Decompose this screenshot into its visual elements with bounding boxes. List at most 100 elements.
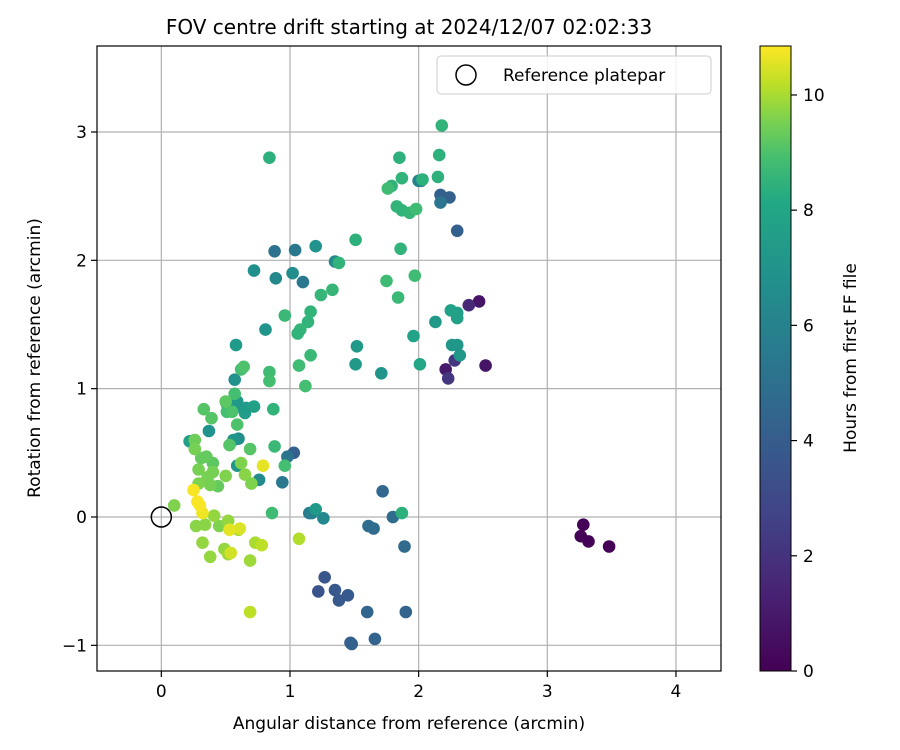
data-point bbox=[288, 243, 302, 257]
data-point bbox=[193, 499, 207, 512]
data-point bbox=[292, 532, 306, 546]
data-point bbox=[291, 327, 305, 340]
data-point bbox=[243, 442, 257, 456]
data-point bbox=[332, 256, 346, 270]
data-point bbox=[394, 242, 407, 256]
data-point bbox=[398, 540, 411, 553]
y-tick-label: 0 bbox=[76, 508, 87, 528]
grid-lines bbox=[97, 46, 721, 671]
x-tick-label: 2 bbox=[413, 682, 424, 702]
colorbar-label: Hours from first FF file bbox=[841, 263, 861, 453]
data-point bbox=[256, 459, 270, 473]
data-point bbox=[263, 374, 276, 388]
data-point bbox=[206, 465, 220, 479]
data-point bbox=[243, 605, 257, 619]
data-point bbox=[263, 151, 276, 164]
data-point bbox=[326, 283, 339, 297]
data-point bbox=[187, 483, 200, 497]
data-point bbox=[395, 506, 409, 520]
reference-marker bbox=[150, 506, 173, 528]
data-point bbox=[381, 182, 395, 195]
colorbar-tick-label: 10 bbox=[803, 86, 825, 106]
data-points bbox=[167, 119, 616, 651]
data-point bbox=[224, 546, 238, 560]
data-point bbox=[328, 583, 342, 597]
y-tick-label: −1 bbox=[62, 636, 87, 656]
data-point bbox=[259, 323, 272, 336]
data-point bbox=[413, 358, 427, 371]
data-point bbox=[207, 509, 221, 522]
legend-marker-icon bbox=[455, 64, 477, 86]
data-point bbox=[296, 275, 310, 289]
data-point bbox=[380, 274, 393, 288]
x-tick-label: 1 bbox=[285, 682, 296, 702]
y-tick-label: 1 bbox=[76, 380, 87, 400]
data-point bbox=[269, 272, 283, 285]
data-point bbox=[229, 338, 243, 352]
data-point bbox=[278, 309, 292, 322]
colorbar-tick-label: 4 bbox=[803, 432, 814, 452]
reference-platepar-marker bbox=[150, 506, 173, 528]
data-point bbox=[219, 469, 232, 483]
data-point bbox=[345, 637, 359, 651]
data-point bbox=[309, 503, 323, 516]
data-point bbox=[317, 512, 330, 525]
data-point bbox=[238, 468, 252, 481]
data-point bbox=[228, 387, 241, 401]
data-point bbox=[247, 264, 261, 277]
legend-box bbox=[436, 55, 712, 95]
data-point bbox=[188, 433, 202, 447]
data-point bbox=[243, 554, 257, 567]
data-point bbox=[292, 359, 306, 372]
data-point bbox=[479, 359, 492, 372]
data-point bbox=[219, 395, 232, 408]
data-point bbox=[453, 349, 467, 362]
data-point bbox=[432, 148, 446, 162]
data-point bbox=[393, 151, 406, 164]
data-point bbox=[278, 459, 292, 473]
data-point bbox=[408, 269, 422, 283]
data-point bbox=[441, 372, 455, 385]
x-tick-label: 0 bbox=[156, 682, 167, 702]
data-point bbox=[202, 424, 216, 438]
y-axis-ticks: −1 0 1 2 3 bbox=[62, 123, 97, 656]
data-point bbox=[472, 295, 486, 308]
data-point bbox=[416, 173, 429, 186]
data-point bbox=[263, 365, 276, 379]
data-point bbox=[450, 338, 464, 352]
data-point bbox=[234, 456, 248, 470]
data-point bbox=[196, 536, 209, 549]
data-point bbox=[247, 400, 261, 413]
chart-title: FOV centre drift starting at 2024/12/07 … bbox=[166, 15, 652, 39]
plot-frame bbox=[96, 45, 722, 672]
colorbar bbox=[759, 45, 792, 672]
y-axis-label: Rotation from reference (arcmin) bbox=[25, 218, 45, 498]
data-point bbox=[225, 405, 239, 419]
data-point bbox=[409, 202, 423, 216]
data-point bbox=[435, 119, 449, 132]
data-point bbox=[429, 315, 442, 329]
data-point bbox=[230, 418, 244, 431]
data-point bbox=[399, 605, 413, 619]
x-axis-label: Angular distance from reference (arcmin) bbox=[233, 714, 585, 734]
data-point bbox=[367, 522, 380, 535]
data-point bbox=[577, 518, 590, 531]
data-point bbox=[407, 329, 420, 343]
colorbar-tick-label: 8 bbox=[803, 201, 814, 221]
data-point bbox=[203, 550, 217, 564]
data-point bbox=[223, 523, 236, 537]
data-point bbox=[286, 266, 299, 280]
data-point bbox=[268, 245, 281, 258]
data-point bbox=[205, 411, 218, 425]
data-point bbox=[268, 440, 281, 453]
data-point bbox=[167, 499, 181, 512]
data-point bbox=[197, 402, 211, 416]
data-point bbox=[245, 477, 258, 490]
data-point bbox=[304, 305, 317, 319]
data-point bbox=[299, 379, 312, 393]
data-point bbox=[318, 571, 332, 584]
data-point bbox=[376, 485, 389, 498]
data-point bbox=[444, 304, 458, 317]
x-axis-ticks: 0 1 2 3 4 bbox=[156, 671, 681, 702]
